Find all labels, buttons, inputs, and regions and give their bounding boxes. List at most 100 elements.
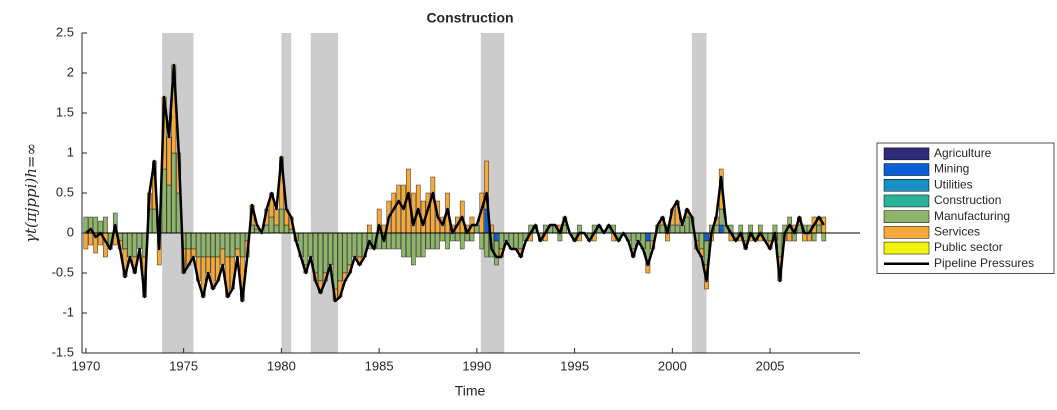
- bar-segment: [660, 224, 665, 234]
- legend-label: Public sector: [934, 240, 1003, 254]
- bar-segment: [704, 232, 709, 242]
- y-tick-label: -1.5: [52, 344, 74, 359]
- bar-segment: [166, 136, 172, 186]
- bar-segment: [630, 232, 636, 250]
- bar-segment: [367, 224, 372, 234]
- legend-label: Agriculture: [934, 146, 992, 160]
- bar-segment: [777, 232, 783, 258]
- bar-segment: [98, 220, 103, 234]
- bar-segment: [645, 232, 651, 242]
- bar-segment: [313, 232, 318, 274]
- y-tick-label: 2.5: [56, 24, 74, 39]
- bar-segment: [264, 224, 270, 234]
- bar-segment: [821, 232, 827, 242]
- bar-segment: [499, 232, 504, 250]
- bar-segment: [132, 232, 138, 258]
- chart-title: Construction: [426, 10, 513, 26]
- legend-label: Pipeline Pressures: [934, 256, 1034, 270]
- x-tick-label: 2005: [756, 358, 785, 373]
- bar-segment: [166, 184, 172, 234]
- x-tick-label: 1995: [560, 358, 589, 373]
- legend-swatch: [883, 241, 930, 255]
- bar-segment: [352, 232, 357, 258]
- legend-swatch: [883, 194, 930, 208]
- y-tick-label: 2: [67, 64, 74, 79]
- x-tick-label: 1980: [267, 358, 296, 373]
- x-tick-label: 2000: [658, 358, 687, 373]
- bar-segment: [83, 232, 89, 250]
- bar-segment: [484, 232, 489, 258]
- bar-segment: [401, 232, 406, 258]
- legend-label: Construction: [934, 193, 1001, 207]
- bars: [82, 63, 860, 303]
- bar-segment: [425, 232, 431, 250]
- bar-segment: [386, 232, 392, 250]
- bar-segment: [430, 232, 436, 250]
- legend-swatch: [883, 163, 930, 176]
- bar-segment: [215, 232, 221, 258]
- bar-segment: [674, 224, 680, 234]
- bar-segment: [93, 216, 98, 234]
- bar-segment: [152, 208, 157, 234]
- bar-segment: [171, 152, 177, 234]
- bar-segment: [445, 232, 450, 250]
- x-tick-label: 1975: [169, 358, 198, 373]
- bar-segment: [396, 184, 401, 234]
- bar-segment: [469, 232, 475, 242]
- bar-segment: [103, 216, 108, 234]
- bar-segment: [396, 232, 401, 250]
- recession-shade: [480, 33, 505, 353]
- bar-segment: [127, 232, 133, 258]
- bar-segment: [210, 232, 216, 258]
- bar-segment: [205, 232, 211, 258]
- bar-segment: [137, 232, 142, 250]
- bar-segment: [699, 232, 704, 250]
- bar-segment: [230, 232, 235, 258]
- bar-segment: [205, 256, 211, 274]
- bar-segment: [411, 232, 416, 266]
- bar-segment: [283, 224, 289, 234]
- y-tick-label: 0.5: [56, 184, 74, 199]
- bar-segment: [459, 232, 465, 250]
- bar-segment: [479, 232, 485, 250]
- legend-swatch: [883, 179, 930, 192]
- bar-segment: [718, 224, 724, 234]
- x-tick-label: 1970: [71, 358, 100, 373]
- bar-segment: [318, 232, 323, 282]
- bar-segment: [455, 232, 460, 242]
- bar-segment: [811, 232, 817, 242]
- bar-segment: [670, 224, 675, 234]
- legend-label: Manufacturing: [934, 209, 1010, 223]
- bar-segment: [718, 208, 724, 226]
- bar-segment: [513, 232, 519, 250]
- bar-segment: [279, 208, 284, 234]
- bar-segment: [684, 216, 690, 234]
- bar-segment: [220, 248, 226, 266]
- y-tick-label: -0.5: [52, 264, 74, 279]
- y-tick-label: 1: [67, 144, 74, 159]
- bar-segment: [240, 232, 245, 258]
- bar-segment: [391, 232, 397, 250]
- bar-segment: [518, 232, 524, 250]
- bar-segment: [191, 232, 196, 250]
- bar-segment: [714, 224, 719, 234]
- bar-segment: [337, 232, 343, 282]
- recession-shade: [310, 33, 339, 353]
- bar-segment: [269, 216, 274, 234]
- bar-segment: [186, 232, 191, 250]
- bar-segment: [274, 208, 279, 226]
- bar-segment: [797, 224, 802, 234]
- bar-segment: [484, 160, 489, 210]
- line: [85, 63, 825, 303]
- bar-segment: [415, 232, 421, 258]
- bar-segment: [332, 232, 338, 290]
- bar-segment: [88, 232, 94, 246]
- legend-swatch: [883, 210, 930, 223]
- bar-segment: [303, 232, 309, 266]
- bar-segment: [342, 232, 348, 274]
- bar-segment: [562, 224, 568, 234]
- bar-segment: [323, 232, 328, 274]
- bar-segment: [743, 232, 748, 242]
- bar-segment: [274, 224, 279, 234]
- bar-segment: [357, 232, 362, 258]
